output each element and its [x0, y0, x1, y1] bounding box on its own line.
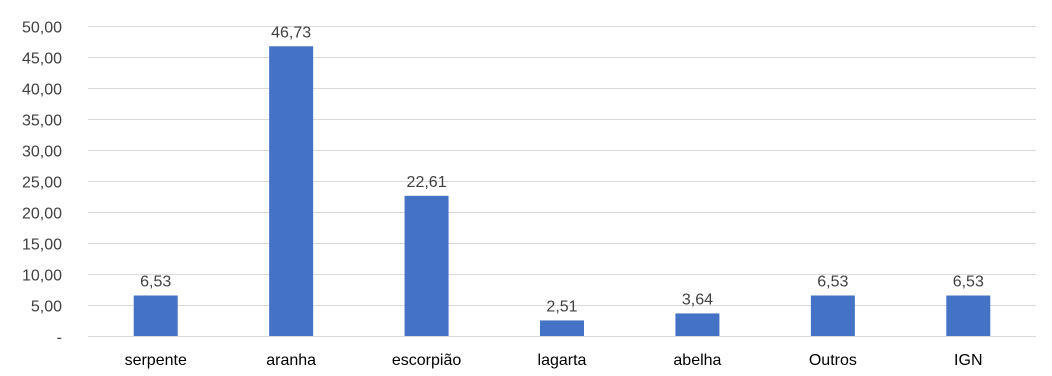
category-label: Outros [809, 352, 857, 369]
y-axis-tick-labels: - 5,00 10,00 15,00 20,00 25,00 30,00 35,00 40,00… [22, 20, 62, 347]
bar-value-label: 3,64 [682, 291, 713, 308]
y-tick-label: 5,00 [31, 299, 62, 316]
bar [133, 295, 178, 336]
y-tick-label: - [57, 330, 62, 347]
bar [540, 320, 584, 336]
y-tick-label: 10,00 [22, 268, 62, 285]
bars [133, 46, 991, 337]
bar [675, 313, 720, 336]
data-labels: 6,53 46,73 22,61 2,51 3,64 6,53 6,53 [140, 24, 984, 315]
y-tick-label: 20,00 [22, 206, 62, 223]
y-tick-label: 25,00 [22, 175, 62, 192]
bar-value-label: 46,73 [271, 24, 311, 41]
category-label: serpente [125, 352, 187, 369]
category-label: aranha [266, 352, 316, 369]
bar-value-label: 6,53 [953, 274, 984, 291]
bar [946, 295, 991, 336]
bar [404, 195, 449, 336]
gridlines [88, 26, 1036, 337]
bar-value-label: 6,53 [140, 274, 171, 291]
x-axis-category-labels: serpente aranha escorpião lagarta abelha Outr… [125, 352, 983, 369]
y-tick-label: 30,00 [22, 144, 62, 161]
y-tick-label: 45,00 [22, 51, 62, 68]
y-tick-label: 40,00 [22, 82, 62, 99]
y-tick-label: 50,00 [22, 20, 62, 37]
bar [269, 46, 314, 337]
y-tick-label: 35,00 [22, 113, 62, 130]
bar-value-label: 2,51 [546, 298, 577, 315]
category-label: escorpião [392, 352, 461, 369]
category-label: lagarta [538, 352, 587, 369]
bar-value-label: 6,53 [817, 274, 848, 291]
bar-value-label: 22,61 [407, 174, 447, 191]
bar [810, 295, 855, 336]
y-tick-label: 15,00 [22, 237, 62, 254]
category-label: IGN [954, 352, 982, 369]
category-label: abelha [673, 352, 721, 369]
